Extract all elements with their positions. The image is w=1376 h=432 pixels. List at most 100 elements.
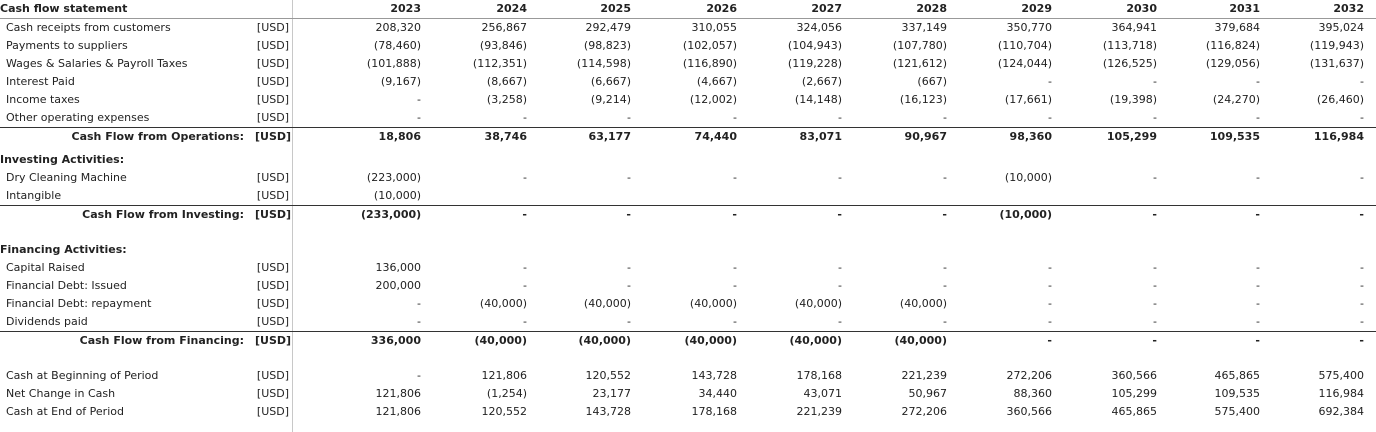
financing-header[interactable]: Financing Activities: [0, 243, 127, 256]
value-cell[interactable]: - [732, 208, 737, 221]
value-cell[interactable]: 292,479 [585, 21, 632, 34]
value-cell[interactable]: (4,667) [696, 75, 737, 88]
value-cell[interactable]: 143,728 [585, 405, 632, 418]
value-cell[interactable]: 50,967 [908, 387, 948, 400]
value-cell[interactable]: (110,704) [997, 39, 1052, 52]
value-cell[interactable]: (121,612) [892, 57, 947, 70]
unit-cell[interactable]: [USD] [256, 21, 289, 34]
line-item-label[interactable]: Payments to suppliers [6, 39, 128, 52]
value-cell[interactable]: (116,824) [1205, 39, 1260, 52]
value-cell[interactable]: 208,320 [375, 21, 422, 34]
value-cell[interactable]: (6,667) [590, 75, 631, 88]
value-cell[interactable]: 34,440 [698, 387, 738, 400]
total-label[interactable]: Cash Flow from Financing: [79, 334, 244, 347]
value-cell[interactable] [1304, 187, 1364, 205]
value-cell[interactable]: - [523, 171, 527, 184]
value-cell[interactable]: - [943, 111, 947, 124]
value-cell[interactable]: - [523, 111, 527, 124]
year-header[interactable]: 2032 [1333, 2, 1364, 15]
unit-cell[interactable]: [USD] [256, 75, 289, 88]
value-cell[interactable]: (24,270) [1212, 93, 1260, 106]
value-cell[interactable]: - [627, 111, 631, 124]
value-cell[interactable]: 90,967 [904, 130, 947, 143]
value-cell[interactable]: (16,123) [899, 93, 947, 106]
value-cell[interactable]: (107,780) [892, 39, 947, 52]
value-cell[interactable]: 575,400 [1318, 369, 1365, 382]
value-cell[interactable]: (126,525) [1102, 57, 1157, 70]
value-cell[interactable]: 105,299 [1111, 387, 1158, 400]
value-cell[interactable]: (233,000) [361, 208, 422, 221]
year-header[interactable]: 2029 [1021, 2, 1052, 15]
value-cell[interactable]: 360,566 [1111, 369, 1158, 382]
value-cell[interactable]: - [1360, 297, 1364, 310]
value-cell[interactable]: (112,351) [472, 57, 527, 70]
value-cell[interactable]: - [1153, 297, 1157, 310]
value-cell[interactable]: - [523, 261, 527, 274]
value-cell[interactable]: (93,846) [479, 39, 527, 52]
value-cell[interactable]: 121,806 [375, 387, 422, 400]
value-cell[interactable]: 88,360 [1013, 387, 1053, 400]
unit-cell[interactable]: [USD] [256, 387, 289, 400]
value-cell[interactable]: - [523, 279, 527, 292]
line-item-label[interactable]: Other operating expenses [6, 111, 150, 124]
value-cell[interactable]: (26,460) [1316, 93, 1364, 106]
value-cell[interactable]: - [1152, 334, 1157, 347]
value-cell[interactable]: (40,000) [474, 334, 527, 347]
value-cell[interactable]: 310,055 [691, 21, 738, 34]
value-cell[interactable]: - [523, 315, 527, 328]
value-cell[interactable]: (40,000) [794, 297, 842, 310]
value-cell[interactable]: 272,206 [901, 405, 948, 418]
value-cell[interactable]: (2,667) [801, 75, 842, 88]
value-cell[interactable]: 18,806 [378, 130, 421, 143]
value-cell[interactable]: 324,056 [796, 21, 843, 34]
value-cell[interactable]: 143,728 [691, 369, 738, 382]
line-item-label[interactable]: Dividends paid [6, 315, 88, 328]
unit-cell[interactable]: [USD] [256, 261, 289, 274]
value-cell[interactable]: 379,684 [1214, 21, 1261, 34]
value-cell[interactable]: 121,806 [481, 369, 528, 382]
value-cell[interactable]: - [1048, 75, 1052, 88]
value-cell[interactable]: 337,149 [901, 21, 948, 34]
value-cell[interactable]: - [838, 279, 842, 292]
value-cell[interactable]: 395,024 [1318, 21, 1365, 34]
line-item-label[interactable]: Cash receipts from customers [6, 21, 171, 34]
value-cell[interactable]: - [1153, 75, 1157, 88]
value-cell[interactable]: - [417, 111, 421, 124]
value-cell[interactable]: - [1048, 315, 1052, 328]
value-cell[interactable]: - [733, 111, 737, 124]
value-cell[interactable]: 109,535 [1214, 387, 1261, 400]
value-cell[interactable]: - [1256, 297, 1260, 310]
year-header[interactable]: 2030 [1126, 2, 1157, 15]
value-cell[interactable]: - [1256, 261, 1260, 274]
value-cell[interactable]: - [943, 279, 947, 292]
value-cell[interactable]: (102,057) [682, 39, 737, 52]
value-cell[interactable] [1200, 187, 1260, 205]
value-cell[interactable]: - [417, 369, 421, 382]
value-cell[interactable]: - [943, 171, 947, 184]
value-cell[interactable]: - [1359, 334, 1364, 347]
value-cell[interactable]: (78,460) [373, 39, 421, 52]
line-item-label[interactable]: Financial Debt: Issued [6, 279, 127, 292]
unit-cell[interactable]: [USD] [255, 208, 292, 221]
value-cell[interactable]: - [626, 208, 631, 221]
value-cell[interactable]: - [627, 261, 631, 274]
line-item-label[interactable]: Income taxes [6, 93, 80, 106]
value-cell[interactable]: (8,667) [486, 75, 527, 88]
value-cell[interactable]: - [733, 279, 737, 292]
unit-cell[interactable]: [USD] [256, 315, 289, 328]
value-cell[interactable]: - [1360, 261, 1364, 274]
value-cell[interactable]: (119,943) [1309, 39, 1364, 52]
value-cell[interactable] [887, 187, 947, 205]
year-header[interactable]: 2027 [811, 2, 842, 15]
value-cell[interactable]: (114,598) [576, 57, 631, 70]
value-cell[interactable]: - [838, 171, 842, 184]
value-cell[interactable]: - [838, 315, 842, 328]
value-cell[interactable]: 350,770 [1006, 21, 1053, 34]
value-cell[interactable]: - [1360, 111, 1364, 124]
line-item-label[interactable]: Financial Debt: repayment [6, 297, 152, 310]
unit-cell[interactable]: [USD] [256, 93, 289, 106]
value-cell[interactable]: 256,867 [481, 21, 528, 34]
value-cell[interactable]: - [417, 315, 421, 328]
line-item-label[interactable]: Cash at End of Period [6, 405, 124, 418]
value-cell[interactable]: (40,000) [583, 297, 631, 310]
